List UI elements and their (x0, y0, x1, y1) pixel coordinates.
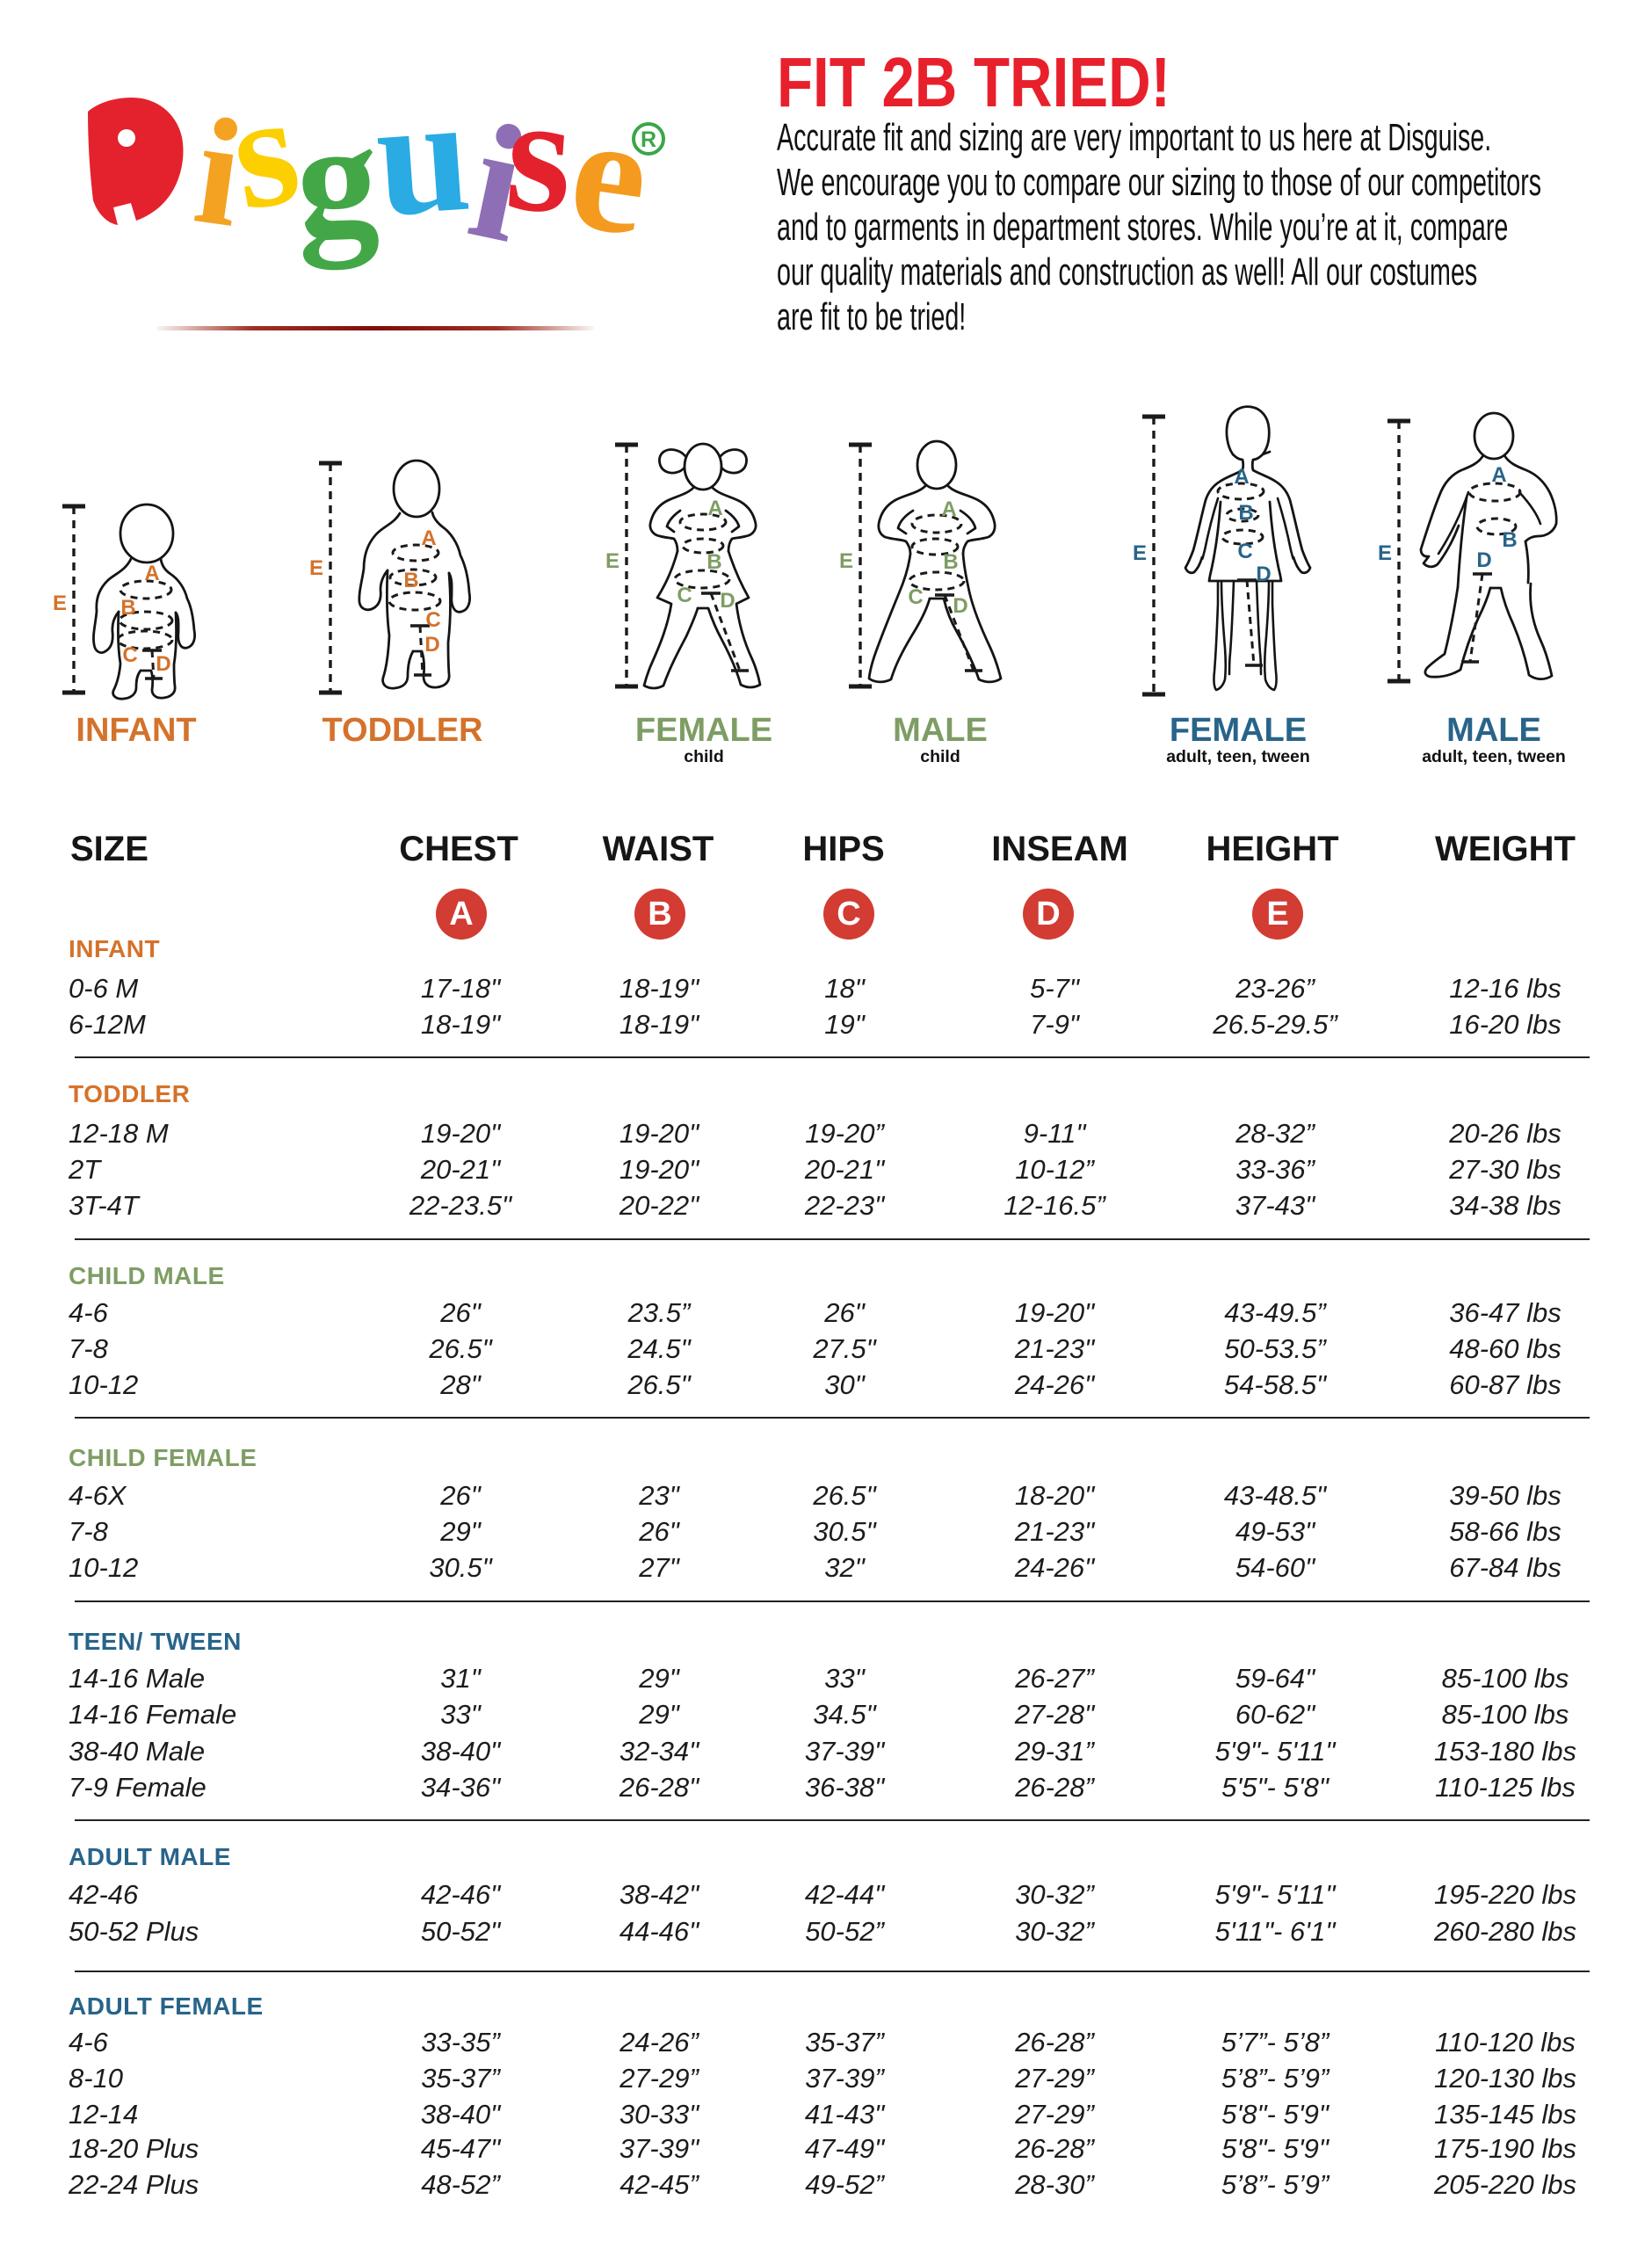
svg-text:D: D (953, 594, 967, 618)
svg-text:B: B (1502, 528, 1517, 552)
svg-text:B: B (403, 569, 418, 592)
svg-text:s: s (501, 61, 578, 250)
svg-text:u: u (370, 61, 475, 251)
svg-text:C: C (677, 584, 692, 607)
svg-text:E: E (839, 549, 853, 573)
svg-text:D: D (156, 652, 170, 676)
svg-text:D: D (1476, 548, 1491, 572)
svg-text:A: A (707, 497, 722, 520)
svg-text:A: A (1234, 465, 1249, 489)
svg-text:A: A (1491, 463, 1506, 487)
svg-text:E: E (53, 592, 67, 615)
svg-text:D: D (424, 633, 439, 657)
svg-text:B: B (120, 596, 135, 620)
svg-text:E: E (1133, 541, 1147, 565)
svg-text:B: B (943, 550, 958, 574)
svg-text:R: R (641, 127, 656, 152)
svg-text:B: B (706, 550, 721, 574)
svg-text:C: C (425, 608, 440, 632)
svg-text:E: E (1378, 541, 1392, 565)
svg-text:A: A (144, 562, 159, 585)
svg-text:A: A (941, 497, 956, 521)
svg-text:D: D (720, 589, 735, 613)
svg-text:A: A (421, 526, 436, 550)
svg-text:C: C (908, 585, 923, 609)
svg-text:E: E (309, 556, 323, 580)
svg-text:g: g (293, 88, 381, 272)
svg-text:D: D (1256, 562, 1271, 586)
svg-text:B: B (1238, 501, 1253, 525)
svg-text:C: C (122, 643, 137, 667)
svg-text:E: E (605, 549, 620, 573)
svg-text:C: C (1237, 540, 1252, 563)
